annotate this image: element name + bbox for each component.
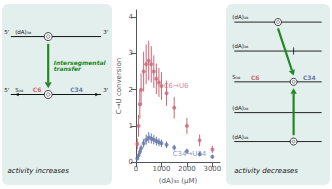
svg-text:2000: 2000 bbox=[178, 165, 196, 173]
svg-text:(dA)₃₈: (dA)₃₈ bbox=[232, 134, 249, 140]
svg-text:S₃₈: S₃₈ bbox=[232, 74, 241, 80]
svg-text:C→U conversion: C→U conversion bbox=[115, 58, 123, 114]
svg-text:Intersegmental: Intersegmental bbox=[53, 59, 108, 66]
svg-text:3000: 3000 bbox=[203, 165, 221, 173]
svg-text:C34: C34 bbox=[303, 74, 316, 81]
svg-text:C34: C34 bbox=[70, 86, 83, 93]
svg-text:4: 4 bbox=[129, 13, 134, 21]
svg-text:3: 3 bbox=[129, 49, 133, 57]
svg-text:(dA)₃₈: (dA)₃₈ bbox=[232, 105, 249, 111]
svg-text:activity decreases: activity decreases bbox=[234, 167, 298, 175]
svg-text:3': 3' bbox=[103, 29, 108, 35]
svg-text:3': 3' bbox=[103, 87, 108, 93]
svg-text:0: 0 bbox=[129, 158, 133, 166]
svg-text:5': 5' bbox=[4, 87, 9, 93]
svg-text:C6: C6 bbox=[251, 74, 260, 81]
svg-text:S₃₈: S₃₈ bbox=[15, 87, 24, 93]
svg-text:C6→U6: C6→U6 bbox=[164, 82, 189, 90]
svg-text:activity increases: activity increases bbox=[8, 167, 70, 175]
svg-text:5': 5' bbox=[4, 29, 9, 35]
svg-text:2: 2 bbox=[129, 86, 133, 94]
svg-text:C34→U34: C34→U34 bbox=[173, 150, 207, 158]
svg-text:(dA)₃₈: (dA)₃₈ bbox=[232, 43, 249, 49]
svg-text:(dA)₃₈: (dA)₃₈ bbox=[232, 14, 249, 20]
svg-text:1000: 1000 bbox=[153, 165, 171, 173]
svg-text:transfer: transfer bbox=[54, 65, 82, 72]
svg-text:0: 0 bbox=[134, 165, 138, 173]
svg-text:(dA)₃₈: (dA)₃₈ bbox=[15, 29, 32, 35]
svg-text:C6: C6 bbox=[33, 86, 42, 93]
svg-text:(dA)₃₀ (μM): (dA)₃₀ (μM) bbox=[159, 177, 198, 185]
svg-text:1: 1 bbox=[129, 122, 133, 130]
